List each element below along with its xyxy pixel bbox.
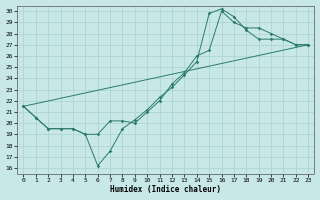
X-axis label: Humidex (Indice chaleur): Humidex (Indice chaleur) [110, 185, 221, 194]
